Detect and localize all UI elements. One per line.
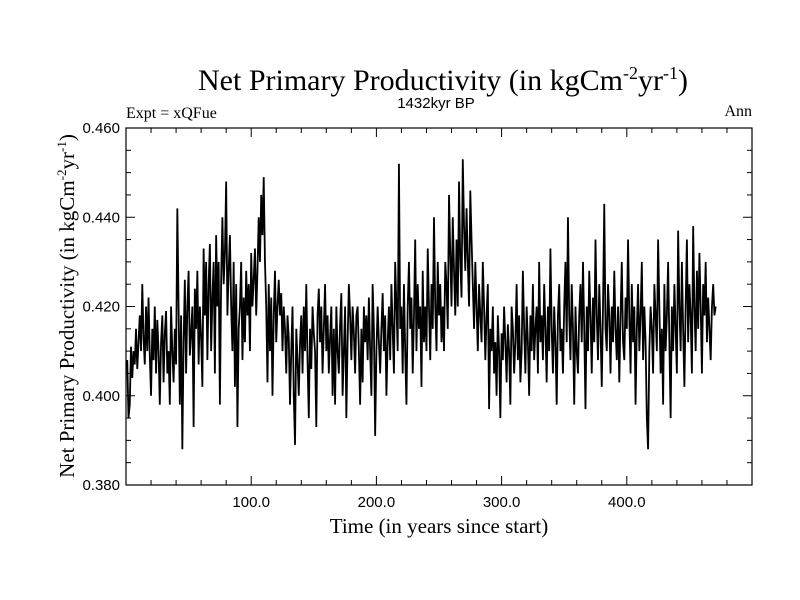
season-label: Ann [724, 103, 752, 120]
series-line-npp [126, 159, 717, 450]
axis-tick-labels: 100.0 200.0 300.0 400.0 0.380 0.400 0.420 0.440… [82, 120, 645, 511]
x-axis-label: Time (in years since start) [330, 514, 549, 538]
y-axis-label: Net Primary Productivity (in kgCm-2yr-1) [54, 134, 79, 478]
experiment-label: Expt = xQFue [126, 105, 217, 122]
chart-title: Net Primary Productivity (in kgCm-2yr-1) [198, 63, 688, 97]
x-tick-label: 100.0 [232, 494, 270, 511]
y-tick-label: 0.400 [82, 388, 120, 405]
y-tick-label: 0.460 [82, 120, 120, 137]
y-tick-label: 0.440 [82, 209, 120, 226]
y-tick-label: 0.420 [82, 299, 120, 316]
x-tick-label: 200.0 [358, 494, 396, 511]
x-tick-label: 300.0 [483, 494, 521, 511]
x-tick-label: 400.0 [608, 494, 646, 511]
y-tick-label: 0.380 [82, 477, 120, 494]
chart-subtitle: 1432kyr BP [397, 95, 475, 112]
